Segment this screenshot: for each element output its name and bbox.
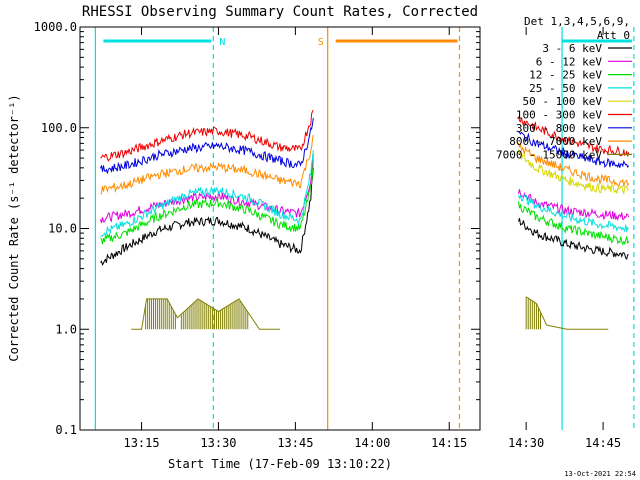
series-line <box>100 117 314 174</box>
series-line <box>100 134 314 195</box>
legend-label: 300 - 800 keV <box>516 122 602 135</box>
x-tick-label: 14:00 <box>354 436 390 450</box>
attenuator-markers: SN <box>94 27 635 430</box>
marker-label: N <box>219 37 225 48</box>
series-line <box>100 150 314 238</box>
x-tick-label: 13:45 <box>277 436 313 450</box>
series-line <box>518 189 630 222</box>
series-line <box>518 131 630 169</box>
series-line <box>100 159 314 245</box>
legend-header-line1: Det 1,3,4,5,6,9, <box>524 15 630 28</box>
y-tick-label: 1000.0 <box>34 20 77 34</box>
y-tick-label: 100.0 <box>41 121 77 135</box>
legend-label: 100 - 300 keV <box>516 109 602 122</box>
y-tick-label: 10.0 <box>48 222 77 236</box>
y-axis-label: Corrected Count Rate (s⁻¹ detector⁻¹) <box>7 94 21 361</box>
x-tick-label: 13:15 <box>123 436 159 450</box>
legend-label: 6 - 12 keV <box>536 55 603 68</box>
legend-label: 12 - 25 keV <box>529 69 602 82</box>
series-line <box>518 142 630 188</box>
x-axis-label: Start Time (17-Feb-09 13:10:22) <box>168 457 392 471</box>
legend-label: 25 - 50 keV <box>529 82 602 95</box>
series-line <box>518 218 629 260</box>
legend-label: 50 - 100 keV <box>523 95 603 108</box>
x-tick-label: 14:30 <box>508 436 544 450</box>
legend-label: 3 - 6 keV <box>542 42 602 55</box>
series-line <box>518 149 629 196</box>
footer-timestamp: 13-Oct-2021 22:54 <box>564 470 636 478</box>
series-line <box>518 194 630 233</box>
axes: 13:15 13:30 13:45 14:00 14:15 14:30 14:45 0.1 1.… <box>34 20 621 450</box>
x-tick-label: 13:30 <box>200 436 236 450</box>
x-tick-label: 14:45 <box>585 436 621 450</box>
series-line-7000-15000kev <box>131 298 280 330</box>
y-tick-label: 0.1 <box>55 423 77 437</box>
y-tick-label: 1.0 <box>55 322 77 336</box>
marker-label: S <box>318 37 324 48</box>
legend-label: 7000 - 15000 keV <box>496 148 602 161</box>
legend-label: 800 - 7000 keV <box>509 135 602 148</box>
series-line-7000-15000kev <box>525 296 609 330</box>
series-line <box>100 109 314 162</box>
plot-frame <box>79 26 481 431</box>
chart-title: RHESSI Observing Summary Count Rates, Co… <box>82 4 478 20</box>
series-line <box>518 116 630 157</box>
x-tick-label: 14:15 <box>431 436 467 450</box>
series-layer <box>100 109 630 330</box>
legend-header-line2: Att 0 <box>597 29 630 42</box>
series-line <box>518 201 630 246</box>
series-line <box>100 167 314 267</box>
